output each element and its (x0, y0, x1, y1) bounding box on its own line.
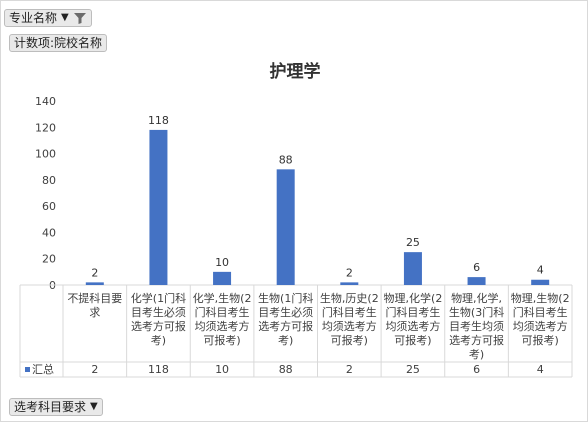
summary-value: 10 (215, 363, 229, 376)
bar (149, 129, 168, 285)
summary-value: 2 (346, 363, 353, 376)
category-label: 考) (151, 334, 166, 347)
category-label: 可报考) (203, 333, 240, 347)
series-name: 汇总 (32, 362, 54, 376)
category-label: 选考方可报 (449, 333, 504, 347)
value-field-label: 计数项:院校名称 (14, 36, 103, 50)
summary-value: 88 (279, 363, 293, 376)
data-label: 88 (279, 153, 293, 166)
category-label: 目考生均须 (449, 319, 504, 333)
category-label: 均须选考方 (513, 319, 568, 333)
bar (531, 279, 550, 285)
chart-title: 护理学 (270, 61, 321, 82)
category-label: 求 (89, 306, 100, 319)
category-label: 可报考) (331, 333, 368, 347)
bar (85, 282, 104, 285)
data-label: 25 (406, 236, 420, 249)
category-label: 考) (278, 334, 293, 347)
y-tick-label: 80 (42, 174, 56, 187)
data-label: 10 (215, 256, 229, 269)
data-label: 4 (537, 264, 544, 277)
value-field-button[interactable]: 计数项:院校名称 (9, 34, 108, 52)
y-tick-label: 60 (42, 200, 56, 213)
y-tick-label: 120 (35, 121, 56, 134)
y-tick-label: 100 (35, 148, 56, 161)
field-filter-button[interactable]: 专业名称 ▼ (4, 9, 92, 27)
category-label: 化学(1门科 (131, 291, 186, 305)
category-label: 可报考) (394, 333, 431, 347)
category-label: 不提科目要 (67, 291, 122, 305)
category-label: 目考生必须 (258, 305, 313, 319)
bar (213, 271, 232, 285)
y-tick-label: 140 (35, 95, 56, 108)
data-label: 2 (91, 266, 98, 279)
summary-value: 118 (148, 363, 169, 376)
dropdown-arrow-icon: ▼ (61, 12, 69, 23)
y-tick-label: 40 (42, 226, 56, 239)
category-label: 门科目考生 (513, 305, 568, 319)
axis-field-button[interactable]: 选考科目要求 ▼ (9, 398, 103, 416)
y-tick-label: 20 (42, 253, 56, 266)
axis-field-label: 选考科目要求 (14, 400, 87, 414)
summary-value: 6 (473, 363, 480, 376)
category-label: 选考方可报 (131, 319, 186, 333)
category-label: 均须选考方 (195, 319, 250, 333)
summary-value: 4 (537, 363, 544, 376)
category-label: 物理,化学(2 (384, 291, 443, 305)
category-label: 化学,生物(2 (193, 291, 252, 305)
data-label: 6 (473, 261, 480, 274)
bar (467, 277, 486, 285)
data-label: 2 (346, 266, 353, 279)
filter-funnel-icon (73, 13, 86, 24)
category-label: 可报考) (522, 333, 559, 347)
summary-value: 25 (406, 363, 420, 376)
summary-value: 2 (91, 363, 98, 376)
category-label: 考) (469, 348, 484, 361)
category-label: 物理,化学, (451, 291, 502, 305)
category-label: 门科目考生 (385, 305, 440, 319)
category-label: 目考生必须 (131, 305, 186, 319)
category-label: 均须选考方 (385, 319, 440, 333)
legend-key (25, 367, 30, 372)
dropdown-arrow-icon: ▼ (90, 401, 98, 412)
category-label: 门科目考生 (322, 305, 377, 319)
category-label: 物理,生物(2 (511, 291, 570, 305)
bar (403, 252, 422, 285)
category-label: 生物(3门科 (449, 305, 504, 319)
bar (276, 169, 295, 285)
category-label: 门科目考生 (195, 305, 250, 319)
field-filter-label: 专业名称 (9, 11, 58, 25)
data-label: 118 (148, 114, 169, 127)
category-label: 生物,历史(2 (320, 291, 379, 305)
category-label: 选考方可报 (258, 319, 313, 333)
category-label: 生物(1门科 (258, 291, 313, 305)
category-label: 均须选考方 (322, 319, 377, 333)
bar (340, 282, 359, 285)
